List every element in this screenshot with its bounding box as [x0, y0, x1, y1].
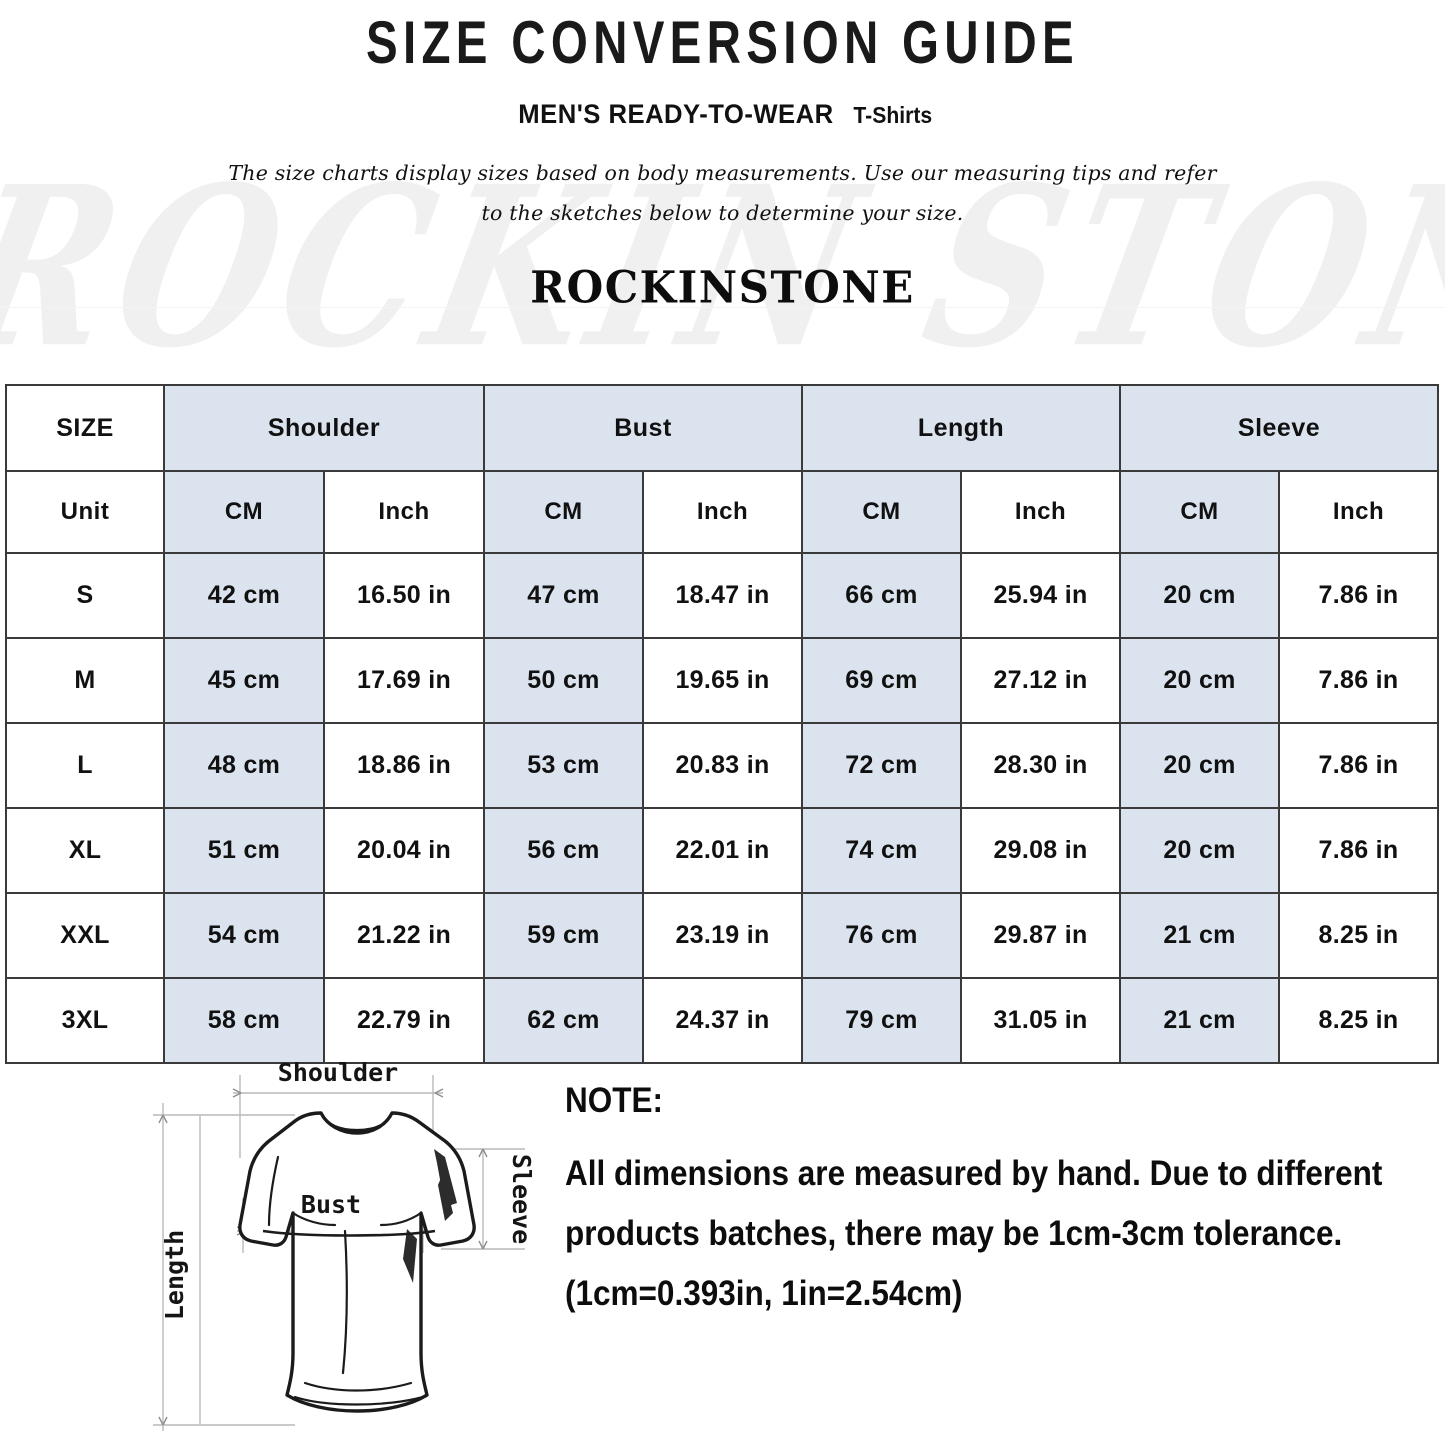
size-conversion-table: SIZE Shoulder Bust Length Sleeve Unit CM… [5, 384, 1440, 1064]
cell-length-inch: 25.94 in [959, 552, 1122, 639]
table-row: 3XL 58 cm 22.79 in 62 cm 24.37 in 79 cm … [5, 977, 1440, 1064]
size-table-container: SIZE Shoulder Bust Length Sleeve Unit CM… [5, 384, 1440, 1064]
table-row: M 45 cm 17.69 in 50 cm 19.65 in 69 cm 27… [5, 637, 1440, 724]
page-subtitle: MEN'S READY-TO-WEAR T-Shirts [0, 71, 1445, 128]
cell-sleeve-cm: 21 cm [1119, 892, 1281, 979]
header-cell-sleeve: Sleeve [1119, 384, 1440, 472]
cell-sleeve-cm: 21 cm [1119, 977, 1281, 1064]
unit-sleeve-inch: Inch [1278, 470, 1440, 554]
cell-shoulder-cm: 45 cm [163, 637, 325, 724]
cell-sleeve-cm: 20 cm [1119, 552, 1281, 639]
page-header: SIZE CONVERSION GUIDE MEN'S READY-TO-WEA… [0, 0, 1445, 313]
cell-length-cm: 74 cm [801, 807, 962, 894]
unit-shoulder-inch: Inch [323, 470, 485, 554]
unit-shoulder-cm: CM [163, 470, 325, 554]
cell-sleeve-inch: 7.86 in [1278, 722, 1440, 809]
cell-bust-cm: 53 cm [483, 722, 644, 809]
cell-bust-cm: 62 cm [483, 977, 644, 1064]
cell-shoulder-inch: 22.79 in [323, 977, 485, 1064]
cell-shoulder-inch: 16.50 in [323, 552, 485, 639]
cell-shoulder-cm: 51 cm [163, 807, 325, 894]
note-body: All dimensions are measured by hand. Due… [565, 1154, 1383, 1314]
row-size-label: S [5, 552, 165, 639]
diagram-label-sleeve: Sleeve [507, 1154, 535, 1244]
table-group-header-row: SIZE Shoulder Bust Length Sleeve [5, 384, 1440, 472]
cell-length-inch: 29.87 in [959, 892, 1122, 979]
brand-name: ROCKINSTONE [530, 261, 915, 313]
cell-bust-inch: 23.19 in [642, 892, 803, 979]
table-unit-header-row: Unit CM Inch CM Inch CM Inch CM Inch [5, 470, 1440, 554]
cell-bust-inch: 19.65 in [642, 637, 803, 724]
intro-paragraph: The size charts display sizes based on b… [228, 160, 1217, 225]
diagram-label-bust: Bust [301, 1190, 361, 1219]
cell-sleeve-inch: 7.86 in [1278, 552, 1440, 639]
cell-bust-cm: 47 cm [483, 552, 644, 639]
unit-length-cm: CM [801, 470, 962, 554]
cell-bust-inch: 24.37 in [642, 977, 803, 1064]
cell-shoulder-inch: 18.86 in [323, 722, 485, 809]
table-row: XL 51 cm 20.04 in 56 cm 22.01 in 74 cm 2… [5, 807, 1440, 894]
cell-bust-inch: 22.01 in [642, 807, 803, 894]
header-cell-unit: Unit [5, 470, 165, 554]
cell-bust-cm: 50 cm [483, 637, 644, 724]
tshirt-measurement-diagram: Shoulder Bust Length Sleeve [145, 1053, 536, 1443]
table-row: S 42 cm 16.50 in 47 cm 18.47 in 66 cm 25… [5, 552, 1440, 639]
row-size-label: L [5, 722, 165, 809]
bust-measure-line [262, 1229, 436, 1237]
tshirt-icon: Shoulder Bust Length Sleeve [153, 1058, 536, 1431]
cell-length-cm: 72 cm [801, 722, 962, 809]
header-cell-shoulder: Shoulder [163, 384, 485, 472]
cell-shoulder-inch: 20.04 in [323, 807, 485, 894]
cell-length-cm: 69 cm [801, 637, 962, 724]
diagram-label-length: Length [160, 1230, 189, 1320]
cell-length-cm: 76 cm [801, 892, 962, 979]
cell-sleeve-inch: 7.86 in [1278, 637, 1440, 724]
cell-shoulder-inch: 17.69 in [323, 637, 485, 724]
row-size-label: XL [5, 807, 165, 894]
cell-sleeve-cm: 20 cm [1119, 637, 1281, 724]
cell-length-inch: 31.05 in [959, 977, 1122, 1064]
cell-sleeve-inch: 7.86 in [1278, 807, 1440, 894]
note-block: NOTE: All dimensions are measured by han… [565, 1083, 1405, 1325]
page-title: SIZE CONVERSION GUIDE [366, 9, 1079, 77]
unit-sleeve-cm: CM [1119, 470, 1281, 554]
cell-length-inch: 28.30 in [959, 722, 1122, 809]
cell-length-inch: 29.08 in [959, 807, 1122, 894]
unit-bust-cm: CM [483, 470, 644, 554]
cell-bust-inch: 20.83 in [642, 722, 803, 809]
unit-bust-inch: Inch [642, 470, 803, 554]
cell-length-inch: 27.12 in [959, 637, 1122, 724]
cell-shoulder-cm: 58 cm [163, 977, 325, 1064]
unit-length-inch: Inch [959, 470, 1122, 554]
cell-bust-inch: 18.47 in [642, 552, 803, 639]
cell-shoulder-inch: 21.22 in [323, 892, 485, 979]
row-size-label: M [5, 637, 165, 724]
diagram-label-shoulder: Shoulder [278, 1058, 398, 1087]
cell-shoulder-cm: 48 cm [163, 722, 325, 809]
row-size-label: XXL [5, 892, 165, 979]
cell-bust-cm: 56 cm [483, 807, 644, 894]
note-heading: NOTE: [565, 1081, 664, 1120]
table-row: L 48 cm 18.86 in 53 cm 20.83 in 72 cm 28… [5, 722, 1440, 809]
header-cell-length: Length [800, 384, 1122, 472]
subtitle-main: MEN'S READY-TO-WEAR [518, 98, 834, 129]
cell-shoulder-cm: 54 cm [163, 892, 325, 979]
cell-bust-cm: 59 cm [483, 892, 644, 979]
cell-sleeve-inch: 8.25 in [1278, 892, 1440, 979]
cell-sleeve-inch: 8.25 in [1278, 977, 1440, 1064]
bottom-section: Shoulder Bust Length Sleeve NOTE: All di… [0, 1045, 1445, 1445]
cell-sleeve-cm: 20 cm [1119, 722, 1281, 809]
collar-shape [320, 1112, 394, 1135]
cell-shoulder-cm: 42 cm [163, 552, 325, 639]
subtitle-secondary: T-Shirts [853, 101, 932, 128]
table-row: XXL 54 cm 21.22 in 59 cm 23.19 in 76 cm … [5, 892, 1440, 979]
cell-sleeve-cm: 20 cm [1119, 807, 1281, 894]
header-cell-size: SIZE [5, 384, 165, 472]
cell-length-cm: 66 cm [801, 552, 962, 639]
row-size-label: 3XL [5, 977, 165, 1064]
header-cell-bust: Bust [483, 384, 803, 472]
cell-length-cm: 79 cm [801, 977, 962, 1064]
